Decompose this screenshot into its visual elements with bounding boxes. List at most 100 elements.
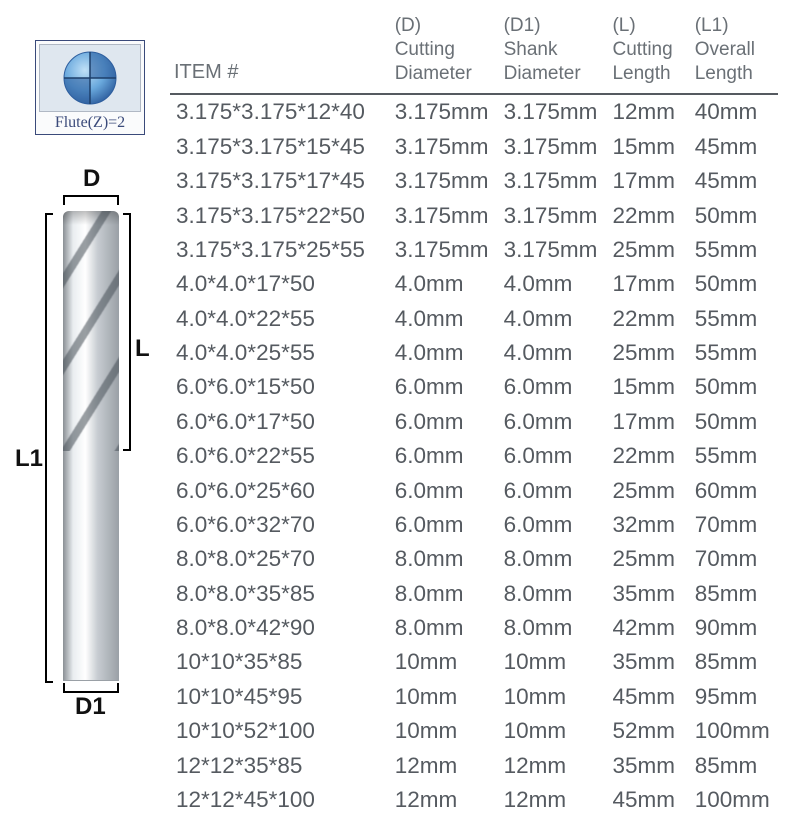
cell-l: 22mm: [606, 439, 688, 473]
cell-d1: 10mm: [498, 680, 607, 714]
cell-d: 3.175mm: [389, 164, 498, 198]
cell-d1: 8.0mm: [498, 577, 607, 611]
cell-l: 25mm: [606, 542, 688, 576]
table-row: 10*10*45*9510mm10mm45mm95mm: [170, 680, 778, 714]
table-row: 6.0*6.0*32*706.0mm6.0mm32mm70mm: [170, 508, 778, 542]
col-item-label: ITEM #: [174, 61, 238, 83]
table-row: 6.0*6.0*22*556.0mm6.0mm22mm55mm: [170, 439, 778, 473]
col-d1: (D1)Shank Diameter: [498, 10, 607, 94]
cell-d: 10mm: [389, 714, 498, 748]
dim-d1-label: D1: [75, 693, 106, 721]
cell-d1: 6.0mm: [498, 439, 607, 473]
table-row: 3.175*3.175*25*553.175mm3.175mm25mm55mm: [170, 233, 778, 267]
cell-l1: 40mm: [689, 94, 778, 129]
cell-d1: 12mm: [498, 748, 607, 782]
cell-d: 12mm: [389, 748, 498, 782]
end-mill-illustration: [63, 211, 119, 681]
col-l1: (L1)Overall Length: [689, 10, 778, 94]
cell-l: 45mm: [606, 680, 688, 714]
cell-d: 6.0mm: [389, 439, 498, 473]
cell-l1: 55mm: [689, 233, 778, 267]
table-row: 8.0*8.0*35*858.0mm8.0mm35mm85mm: [170, 577, 778, 611]
col-d-label: Cutting Diameter: [395, 39, 472, 84]
dim-d-label: D: [83, 165, 100, 193]
cell-l: 25mm: [606, 473, 688, 507]
cell-l1: 85mm: [689, 748, 778, 782]
cell-l1: 85mm: [689, 645, 778, 679]
cell-l1: 85mm: [689, 577, 778, 611]
cell-item: 4.0*4.0*17*50: [170, 267, 389, 301]
cell-item: 3.175*3.175*25*55: [170, 233, 389, 267]
cell-item: 10*10*52*100: [170, 714, 389, 748]
cell-l: 17mm: [606, 267, 688, 301]
bit-diagram: D L L1 D1: [15, 165, 165, 725]
cell-d1: 3.175mm: [498, 130, 607, 164]
cell-d: 8.0mm: [389, 577, 498, 611]
cell-d: 10mm: [389, 680, 498, 714]
cell-item: 3.175*3.175*22*50: [170, 198, 389, 232]
cell-d1: 6.0mm: [498, 370, 607, 404]
col-d1-label: Shank Diameter: [504, 39, 581, 84]
table-row: 4.0*4.0*25*554.0mm4.0mm25mm55mm: [170, 336, 778, 370]
table-row: 3.175*3.175*15*453.175mm3.175mm15mm45mm: [170, 130, 778, 164]
cell-d: 4.0mm: [389, 302, 498, 336]
dim-l-bracket: [123, 213, 131, 451]
table-row: 8.0*8.0*25*708.0mm8.0mm25mm70mm: [170, 542, 778, 576]
cell-d: 3.175mm: [389, 130, 498, 164]
cell-l: 12mm: [606, 94, 688, 129]
flute-label: Flute(Z)=2: [36, 112, 144, 132]
cell-d1: 6.0mm: [498, 473, 607, 507]
dim-l1-label: L1: [15, 445, 43, 473]
cell-l1: 50mm: [689, 370, 778, 404]
cell-item: 12*12*35*85: [170, 748, 389, 782]
cell-item: 8.0*8.0*42*90: [170, 611, 389, 645]
cell-d1: 10mm: [498, 714, 607, 748]
cell-l1: 50mm: [689, 405, 778, 439]
cell-d: 3.175mm: [389, 198, 498, 232]
cell-d1: 10mm: [498, 645, 607, 679]
cell-d1: 6.0mm: [498, 508, 607, 542]
cell-l1: 45mm: [689, 130, 778, 164]
cell-l1: 70mm: [689, 508, 778, 542]
cell-d1: 3.175mm: [498, 164, 607, 198]
cell-l: 35mm: [606, 748, 688, 782]
cell-item: 4.0*4.0*25*55: [170, 336, 389, 370]
cell-item: 6.0*6.0*32*70: [170, 508, 389, 542]
cell-item: 6.0*6.0*15*50: [170, 370, 389, 404]
cell-d: 3.175mm: [389, 94, 498, 129]
cell-item: 4.0*4.0*22*55: [170, 302, 389, 336]
col-item: ITEM #: [170, 10, 389, 94]
cell-item: 6.0*6.0*22*55: [170, 439, 389, 473]
col-l: (L)Cutting Length: [606, 10, 688, 94]
cell-d: 4.0mm: [389, 267, 498, 301]
cell-l1: 55mm: [689, 439, 778, 473]
table-row: 12*12*35*8512mm12mm35mm85mm: [170, 748, 778, 782]
cell-d: 8.0mm: [389, 611, 498, 645]
table-row: 3.175*3.175*12*403.175mm3.175mm12mm40mm: [170, 94, 778, 129]
cell-d1: 4.0mm: [498, 336, 607, 370]
dim-d-bracket: [63, 195, 119, 205]
col-l1-sup: (L1): [695, 14, 772, 38]
dim-d1-bracket: [63, 683, 119, 693]
col-l-sup: (L): [612, 14, 682, 38]
cell-item: 8.0*8.0*35*85: [170, 577, 389, 611]
cell-d1: 8.0mm: [498, 542, 607, 576]
table-header-row: ITEM # (D)Cutting Diameter (D1)Shank Dia…: [170, 10, 778, 94]
table-row: 3.175*3.175*22*503.175mm3.175mm22mm50mm: [170, 198, 778, 232]
cell-d1: 3.175mm: [498, 198, 607, 232]
col-d: (D)Cutting Diameter: [389, 10, 498, 94]
cell-l: 17mm: [606, 164, 688, 198]
cell-l: 25mm: [606, 233, 688, 267]
table-row: 10*10*35*8510mm10mm35mm85mm: [170, 645, 778, 679]
flute-box: Flute(Z)=2: [35, 40, 145, 135]
cell-l1: 50mm: [689, 267, 778, 301]
cell-d: 6.0mm: [389, 473, 498, 507]
cell-d: 8.0mm: [389, 542, 498, 576]
cell-l: 35mm: [606, 645, 688, 679]
spec-table: ITEM # (D)Cutting Diameter (D1)Shank Dia…: [170, 10, 778, 817]
col-d1-sup: (D1): [504, 14, 601, 38]
cell-l: 22mm: [606, 198, 688, 232]
cell-l: 15mm: [606, 370, 688, 404]
cell-d1: 4.0mm: [498, 302, 607, 336]
cell-l1: 55mm: [689, 336, 778, 370]
